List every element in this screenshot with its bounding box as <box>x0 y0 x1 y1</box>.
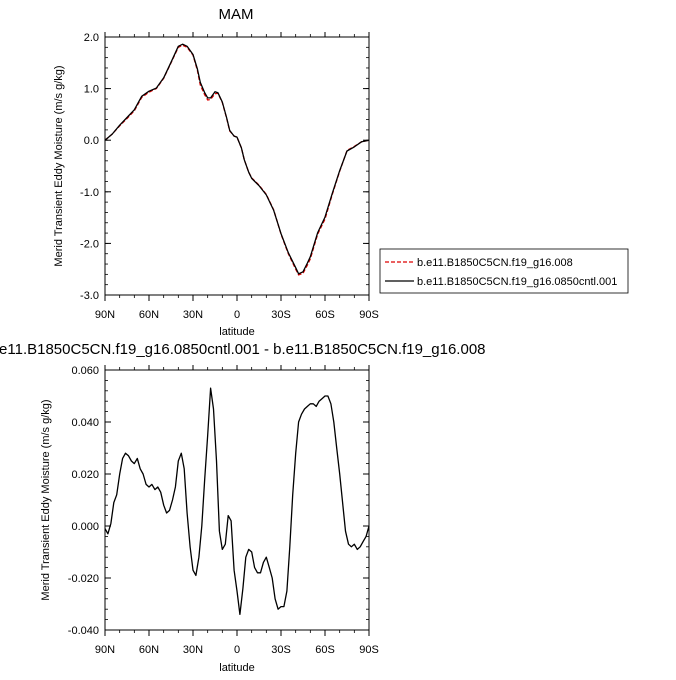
plot-frame <box>104 36 370 296</box>
x-tick-label: 90S <box>359 644 379 656</box>
y-axis-label: Merid Transient Eddy Moisture (m/s g/kg) <box>40 399 52 600</box>
tick-marks <box>104 32 370 301</box>
x-tick-label: 30N <box>183 644 203 656</box>
x-tick-label: 60N <box>139 309 159 321</box>
bottom-chart: b.e11.B1850C5CN.f19_g16.0850cntl.001 - b… <box>0 341 485 674</box>
x-tick-label: 90N <box>95 309 115 321</box>
y-tick-labels: 2.0 1.0 0.0 -1.0 -2.0 -3.0 <box>80 32 99 302</box>
x-tick-label: 0 <box>234 644 240 656</box>
x-axis-label: latitude <box>219 662 254 674</box>
x-tick-label: 60S <box>315 644 335 656</box>
legend: b.e11.B1850C5CN.f19_g16.008 b.e11.B1850C… <box>379 248 629 294</box>
legend-box <box>379 248 629 294</box>
series-line-1 <box>104 44 370 276</box>
x-tick-labels: 90N 60N 30N 0 30S 60S 90S <box>95 309 379 321</box>
plot-area <box>104 387 370 616</box>
y-tick-label: 0.0 <box>84 135 99 147</box>
x-tick-label: 30S <box>271 644 291 656</box>
y-tick-label: 0.020 <box>71 469 99 481</box>
legend-entry-series-2: b.e11.B1850C5CN.f19_g16.0850cntl.001 <box>417 276 617 288</box>
y-axis-label: Merid Transient Eddy Moisture (m/s g/kg) <box>53 65 65 266</box>
legend-entry-series-1: b.e11.B1850C5CN.f19_g16.008 <box>417 257 573 269</box>
y-tick-label: -2.0 <box>80 238 99 250</box>
chart-title: b.e11.B1850C5CN.f19_g16.0850cntl.001 - b… <box>0 341 485 358</box>
x-tick-label: 90N <box>95 644 115 656</box>
series-line-1 <box>104 387 370 616</box>
x-tick-label: 30N <box>183 309 203 321</box>
y-tick-label: 1.0 <box>84 84 99 96</box>
x-tick-label: 60S <box>315 309 335 321</box>
y-tick-label: -0.040 <box>68 625 99 637</box>
x-tick-label: 60N <box>139 644 159 656</box>
x-tick-labels: 90N 60N 30N 0 30S 60S 90S <box>95 644 379 656</box>
y-tick-label: -0.020 <box>68 573 99 585</box>
series-line-2 <box>104 43 370 275</box>
y-tick-label: 2.0 <box>84 32 99 44</box>
x-axis-label: latitude <box>219 326 254 338</box>
y-tick-label: -3.0 <box>80 290 99 302</box>
x-tick-label: 30S <box>271 309 291 321</box>
y-tick-labels: 0.060 0.040 0.020 0.000 -0.020 -0.040 <box>68 365 99 637</box>
x-tick-label: 90S <box>359 309 379 321</box>
y-tick-label: 0.060 <box>71 365 99 377</box>
y-tick-label: 0.000 <box>71 521 99 533</box>
top-chart: MAM 2.0 1.0 0.0 -1.0 -2.0 -3.0 90N 60N 30N 0 30S 6… <box>53 6 629 338</box>
y-tick-label: -1.0 <box>80 187 99 199</box>
plot-area <box>104 43 370 276</box>
tick-marks <box>104 365 370 636</box>
x-tick-label: 0 <box>234 309 240 321</box>
chart-title: MAM <box>219 6 254 23</box>
y-tick-label: 0.040 <box>71 417 99 429</box>
